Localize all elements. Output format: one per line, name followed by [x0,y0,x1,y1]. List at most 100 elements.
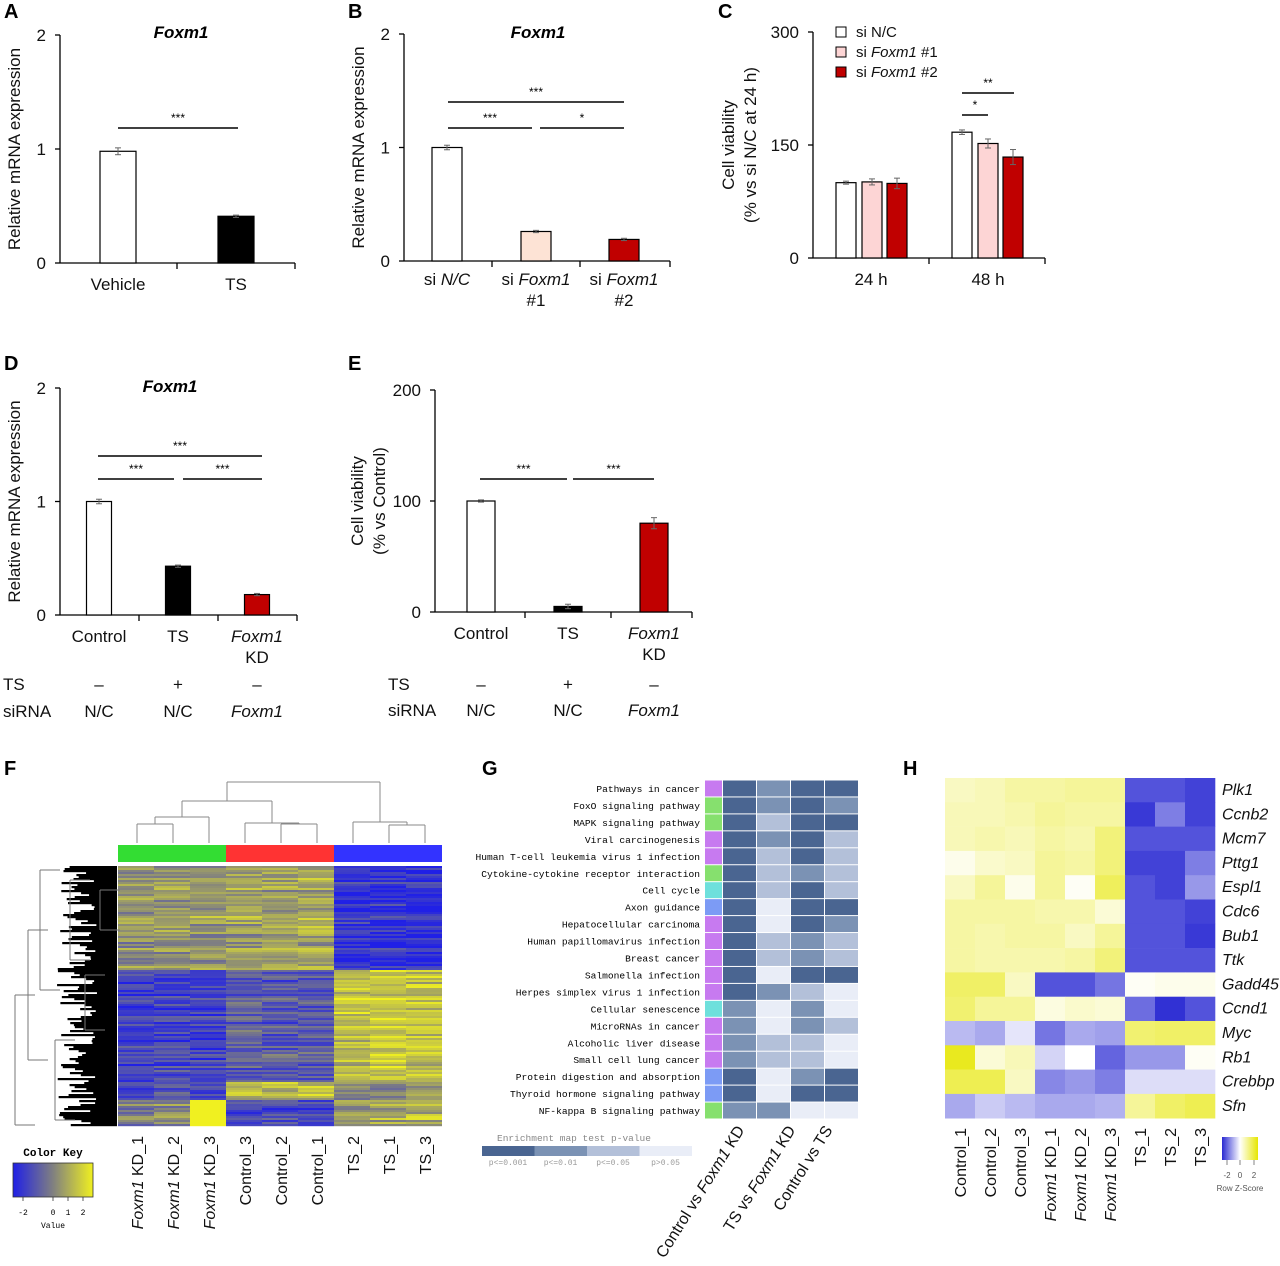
condition-value: N/C [163,702,192,721]
heatmap-cell [118,1048,154,1051]
heatmap-cell [406,948,442,951]
heatmap-cell [190,944,226,947]
heatmap-cell [334,1014,370,1017]
heatmap-cell [190,896,226,899]
heatmap-cell [226,958,262,961]
heatmap-cell [945,1069,976,1095]
heatmap-cell [262,1064,298,1067]
heatmap-cell [298,944,334,947]
heatmap-cell [154,1004,190,1007]
heatmap-cell [154,986,190,989]
heatmap-cell [262,1102,298,1105]
heatmap-cell [262,988,298,991]
heatmap-cell [334,1070,370,1073]
heatmap-cell [370,888,406,891]
heatmap-cell [406,972,442,975]
heatmap-cell [945,850,976,876]
heatmap-cell [226,1002,262,1005]
heatmap-cell [334,950,370,953]
row-dendrogram-leaf [64,1118,117,1121]
pathway-label: Small cell lung cancer [573,1055,700,1066]
heatmap-cell [190,874,226,877]
enrichment-cell [825,882,858,899]
heatmap-cell [226,1036,262,1039]
heatmap-cell [190,940,226,943]
heatmap-cell [118,1004,154,1007]
text-span: N/C [441,270,471,289]
heatmap-cell [118,972,154,975]
heatmap-cell [334,966,370,969]
heatmap-cell [334,1030,370,1033]
heatmap-cell [154,900,190,903]
heatmap-cell [118,1104,154,1107]
heatmap-cell [190,906,226,909]
heatmap-cell [118,982,154,985]
row-dendrogram-leaf [89,934,117,937]
heatmap-cell [262,1096,298,1099]
enrichment-cell [757,1017,790,1034]
heatmap-cell [154,908,190,911]
heatmap-cell [118,1046,154,1049]
heatmap-cell [370,958,406,961]
heatmap-cell [226,1086,262,1089]
heatmap-cell [154,1080,190,1083]
text-span: Foxm1 [745,1146,785,1196]
row-dendrogram-leaf [62,1066,117,1069]
heatmap-cell [370,1066,406,1069]
heatmap-cell [298,916,334,919]
heatmap-cell [262,982,298,985]
heatmap-cell [975,826,1006,852]
heatmap-cell [1125,875,1156,900]
enrichment-cell [723,848,756,865]
pathway-label: Cell cycle [642,886,700,897]
heatmap-cell [226,1090,262,1093]
color-key-tick-label: 2 [81,1209,86,1218]
row-dendrogram-leaf [58,1096,117,1099]
enrichment-cell [825,1102,858,1119]
heatmap-cell [370,1118,406,1121]
enrichment-cell [723,797,756,814]
heatmap-cell [370,992,406,995]
row-dendrogram-leaf [67,916,117,919]
heatmap-cell [190,1046,226,1049]
heatmap-cell [406,952,442,955]
heatmap-cell [406,966,442,969]
heatmap-cell [298,952,334,955]
enrichment-cell [825,983,858,1000]
heatmap-cell [154,886,190,889]
heatmap-cell [262,1026,298,1029]
heatmap-cell [334,1072,370,1075]
heatmap-cell [262,1000,298,1003]
heatmap-cell [190,1116,226,1119]
row-dendrogram-leaf [93,1032,117,1035]
heatmap-cell [370,980,406,983]
heatmap-cell [226,966,262,969]
heatmap-cell [226,870,262,873]
heatmap-cell [118,882,154,885]
heatmap-cell [1035,875,1066,900]
row-dendrogram-leaf [57,970,117,973]
heatmap-cell [334,1034,370,1037]
text-span: Foxm1 [519,270,571,289]
row-dendrogram-leaf [73,1024,117,1027]
heatmap-cell [190,962,226,965]
bar-si-n-c [835,182,857,259]
heatmap-cell [226,1022,262,1025]
heatmap-cell [226,934,262,937]
text-span: Foxm1 [231,702,283,721]
heatmap-cell [262,1022,298,1025]
heatmap-cell [1065,948,1096,973]
heatmap-cell [370,884,406,887]
heatmap-cell [334,982,370,985]
heatmap-cell [190,972,226,975]
heatmap-cell [1155,1069,1186,1095]
pathway-category-cell [705,1000,722,1017]
enrichment-cell [723,966,756,983]
condition-value: – [476,675,486,694]
color-key-tick-label: 2 [1252,1171,1257,1180]
heatmap-cell [226,878,262,881]
heatmap-cell [226,1106,262,1109]
heatmap-cell [118,1014,154,1017]
heatmap-cell [154,950,190,953]
x-category-label: KD [245,648,269,667]
